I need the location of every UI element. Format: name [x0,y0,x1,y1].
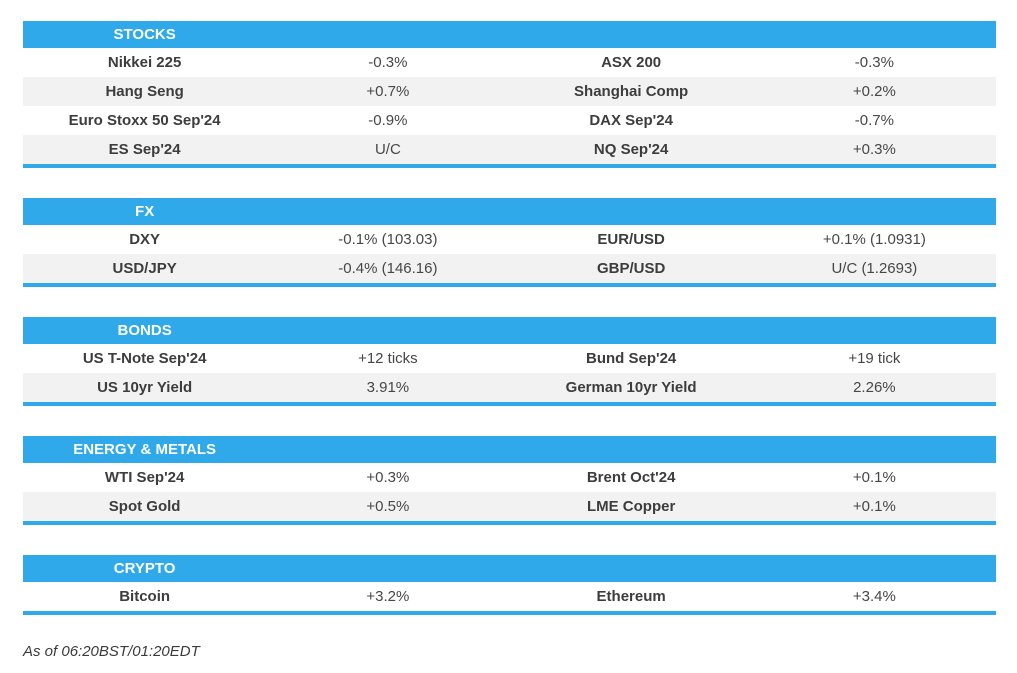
instrument-label: Euro Stoxx 50 Sep'24 [68,112,221,129]
instrument-label: Nikkei 225 [107,54,182,71]
section-bonds: BONDS US T-Note Sep'24 +12 ticks Bund Se… [23,317,996,406]
instrument-label: EUR/USD [597,231,665,248]
instrument-label: Shanghai Comp [574,83,689,100]
table-row: Euro Stoxx 50 Sep'24 -0.9% DAX Sep'24 -0… [23,106,996,135]
instrument-label: US 10yr Yield [97,379,193,396]
section-header: STOCKS [23,21,996,48]
instrument-label: DAX Sep'24 [589,112,673,129]
instrument-label: USD/JPY [112,260,177,277]
change-value: 3.91% [366,379,410,396]
change-value: +0.5% [366,498,410,515]
section-header: BONDS [23,317,996,344]
instrument-label: Spot Gold [108,498,181,515]
section-title: ENERGY & METALS [73,441,217,458]
change-value: +3.4% [852,588,896,605]
table-row: Nikkei 225 -0.3% ASX 200 -0.3% [23,48,996,77]
instrument-label: Bund Sep'24 [586,350,677,367]
section-stocks: STOCKS Nikkei 225 -0.3% ASX 200 -0.3% Ha… [23,21,996,168]
change-value: -0.3% [854,54,894,71]
change-value: U/C (1.2693) [831,260,918,277]
table-row: USD/JPY -0.4% (146.16) GBP/USD U/C (1.26… [23,254,996,283]
change-value: -0.7% [854,112,894,129]
change-value: +0.1% [852,469,896,486]
change-value: +3.2% [366,588,410,605]
market-snapshot: STOCKS Nikkei 225 -0.3% ASX 200 -0.3% Ha… [23,21,996,645]
table-row: US 10yr Yield 3.91% German 10yr Yield 2.… [23,373,996,402]
change-value: +12 ticks [358,350,418,367]
instrument-label: NQ Sep'24 [593,141,669,158]
section-fx: FX DXY -0.1% (103.03) EUR/USD +0.1% (1.0… [23,198,996,287]
instrument-label: ES Sep'24 [108,141,181,158]
section-header: CRYPTO [23,555,996,582]
section-energy-metals: ENERGY & METALS WTI Sep'24 +0.3% Brent O… [23,436,996,525]
section-title: CRYPTO [113,560,176,577]
section-title: STOCKS [113,26,176,43]
section-header: ENERGY & METALS [23,436,996,463]
instrument-label: LME Copper [586,498,676,515]
section-title: FX [135,203,155,220]
instrument-label: Ethereum [596,588,666,605]
change-value: +0.3% [366,469,410,486]
section-crypto: CRYPTO Bitcoin +3.2% Ethereum +3.4% [23,555,996,615]
change-value: +19 tick [848,350,901,367]
instrument-label: Bitcoin [119,588,171,605]
change-value: 2.26% [853,379,896,396]
instrument-label: GBP/USD [596,260,666,277]
change-value: +0.3% [852,141,896,158]
table-row: DXY -0.1% (103.03) EUR/USD +0.1% (1.0931… [23,225,996,254]
table-row: Spot Gold +0.5% LME Copper +0.1% [23,492,996,521]
change-value: -0.1% (103.03) [338,231,438,248]
instrument-label: WTI Sep'24 [104,469,185,486]
table-row: WTI Sep'24 +0.3% Brent Oct'24 +0.1% [23,463,996,492]
table-row: Hang Seng +0.7% Shanghai Comp +0.2% [23,77,996,106]
table-row: Bitcoin +3.2% Ethereum +3.4% [23,582,996,611]
section-title: BONDS [117,322,172,339]
instrument-label: Hang Seng [105,83,184,100]
change-value: +0.2% [852,83,896,100]
change-value: +0.1% (1.0931) [822,231,926,248]
table-row: ES Sep'24 U/C NQ Sep'24 +0.3% [23,135,996,164]
section-header: FX [23,198,996,225]
instrument-label: Brent Oct'24 [586,469,676,486]
table-row: US T-Note Sep'24 +12 ticks Bund Sep'24 +… [23,344,996,373]
change-value: +0.7% [366,83,410,100]
change-value: U/C [374,141,401,158]
change-value: -0.3% [368,54,408,71]
change-value: -0.4% (146.16) [338,260,438,277]
timestamp-note: As of 06:20BST/01:20EDT [23,643,200,660]
change-value: +0.1% [852,498,896,515]
instrument-label: ASX 200 [601,54,662,71]
change-value: -0.9% [368,112,408,129]
instrument-label: German 10yr Yield [565,379,697,396]
instrument-label: US T-Note Sep'24 [82,350,207,367]
instrument-label: DXY [129,231,161,248]
